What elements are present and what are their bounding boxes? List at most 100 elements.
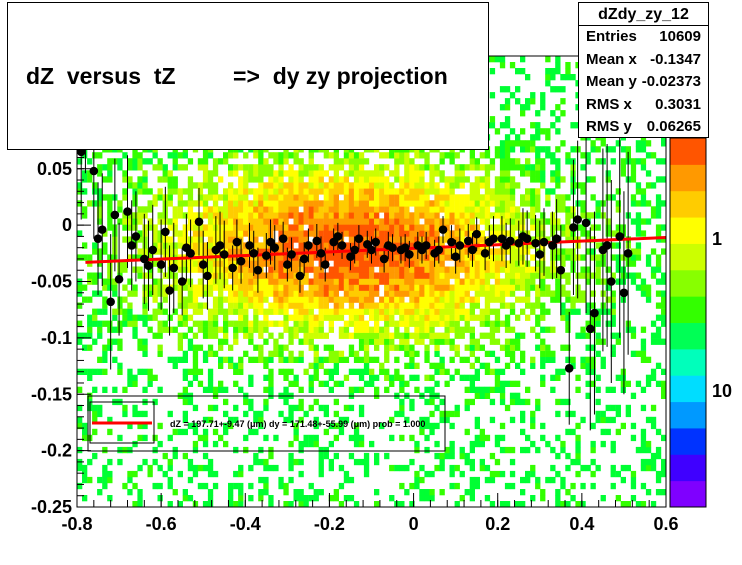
- histogram-cell: [379, 194, 385, 201]
- histogram-cell: [258, 242, 264, 249]
- histogram-cell: [132, 188, 138, 195]
- histogram-cell: [358, 242, 365, 249]
- histogram-cell: [243, 200, 249, 207]
- histogram-cell: [474, 422, 480, 430]
- histogram-cell: [283, 344, 289, 351]
- histogram-cell: [635, 380, 642, 387]
- histogram-cell: [197, 434, 204, 442]
- histogram-cell: [187, 314, 194, 321]
- histogram-cell: [363, 272, 370, 279]
- histogram-cell: [82, 428, 88, 436]
- histogram-cell: [434, 230, 440, 237]
- histogram-cell: [374, 200, 380, 207]
- histogram-cell: [202, 152, 209, 159]
- histogram-cell: [147, 158, 153, 165]
- histogram-cell: [243, 320, 249, 327]
- histogram-cell: [343, 152, 350, 159]
- histogram-cell: [333, 410, 339, 418]
- histogram-cell: [459, 452, 465, 460]
- histogram-cell: [489, 56, 496, 63]
- histogram-cell: [650, 458, 657, 466]
- histogram-cell: [268, 446, 274, 454]
- histogram-cell: [595, 350, 601, 357]
- histogram-cell: [253, 212, 259, 219]
- histogram-cell: [454, 350, 460, 357]
- histogram-cell: [197, 380, 204, 387]
- histogram-cell: [429, 326, 435, 333]
- histogram-cell: [509, 146, 516, 153]
- histogram-cell: [348, 170, 355, 177]
- histogram-cell: [655, 326, 662, 333]
- histogram-cell: [77, 338, 83, 345]
- histogram-cell: [585, 302, 591, 309]
- histogram-cell: [535, 482, 541, 490]
- histogram-cell: [363, 320, 370, 327]
- histogram-cell: [414, 314, 420, 321]
- histogram-cell: [374, 218, 380, 225]
- histogram-cell: [399, 338, 405, 345]
- histogram-cell: [509, 230, 516, 237]
- histogram-cell: [424, 489, 430, 496]
- histogram-cell: [132, 326, 138, 333]
- histogram-cell: [565, 308, 571, 315]
- histogram-cell: [661, 200, 667, 207]
- histogram-cell: [474, 236, 480, 243]
- histogram-cell: [474, 248, 480, 255]
- histogram-cell: [409, 266, 415, 273]
- histogram-cell: [545, 290, 551, 297]
- histogram-cell: [192, 470, 199, 478]
- histogram-cell: [560, 290, 566, 297]
- histogram-cell: [394, 188, 400, 195]
- histogram-cell: [515, 332, 521, 339]
- histogram-cell: [419, 284, 425, 291]
- histogram-cell: [353, 212, 360, 219]
- histogram-cell: [333, 380, 339, 387]
- histogram-cell: [459, 495, 465, 502]
- histogram-cell: [187, 398, 194, 406]
- histogram-cell: [338, 200, 345, 207]
- histogram-cell: [555, 410, 561, 418]
- histogram-cell: [459, 308, 465, 315]
- histogram-cell: [620, 501, 626, 508]
- histogram-cell: [212, 200, 219, 207]
- histogram-cell: [459, 170, 465, 177]
- histogram-cell: [228, 302, 234, 309]
- histogram-cell: [555, 248, 561, 255]
- histogram-cell: [358, 356, 365, 363]
- histogram-cell: [409, 182, 415, 189]
- histogram-cell: [223, 200, 229, 207]
- histogram-cell: [288, 458, 294, 466]
- histogram-cell: [424, 200, 430, 207]
- histogram-cell: [509, 254, 516, 261]
- histogram-cell: [369, 356, 375, 363]
- histogram-cell: [504, 278, 511, 285]
- histogram-cell: [499, 224, 506, 231]
- histogram-cell: [333, 266, 339, 273]
- histogram-cell: [419, 176, 425, 183]
- histogram-cell: [358, 188, 365, 195]
- histogram-cell: [187, 200, 194, 207]
- histogram-cell: [509, 128, 516, 135]
- histogram-cell: [459, 356, 465, 363]
- histogram-cell: [298, 386, 304, 393]
- histogram-cell: [348, 266, 355, 273]
- histogram-cell: [429, 278, 435, 285]
- histogram-cell: [187, 206, 194, 213]
- histogram-cell: [348, 332, 355, 339]
- histogram-cell: [308, 320, 314, 327]
- histogram-cell: [157, 278, 163, 285]
- histogram-cell: [348, 452, 355, 460]
- histogram-cell: [258, 164, 264, 171]
- histogram-cell: [389, 188, 395, 195]
- histogram-cell: [394, 242, 400, 249]
- histogram-cell: [318, 470, 324, 478]
- histogram-cell: [258, 296, 264, 303]
- histogram-cell: [142, 230, 148, 237]
- histogram-cell: [87, 296, 93, 303]
- histogram-cell: [464, 458, 470, 466]
- histogram-cell: [323, 302, 329, 309]
- histogram-cell: [640, 482, 647, 490]
- histogram-cell: [515, 338, 521, 345]
- histogram-cell: [655, 446, 662, 454]
- x-tick-label: -0.4: [230, 514, 261, 534]
